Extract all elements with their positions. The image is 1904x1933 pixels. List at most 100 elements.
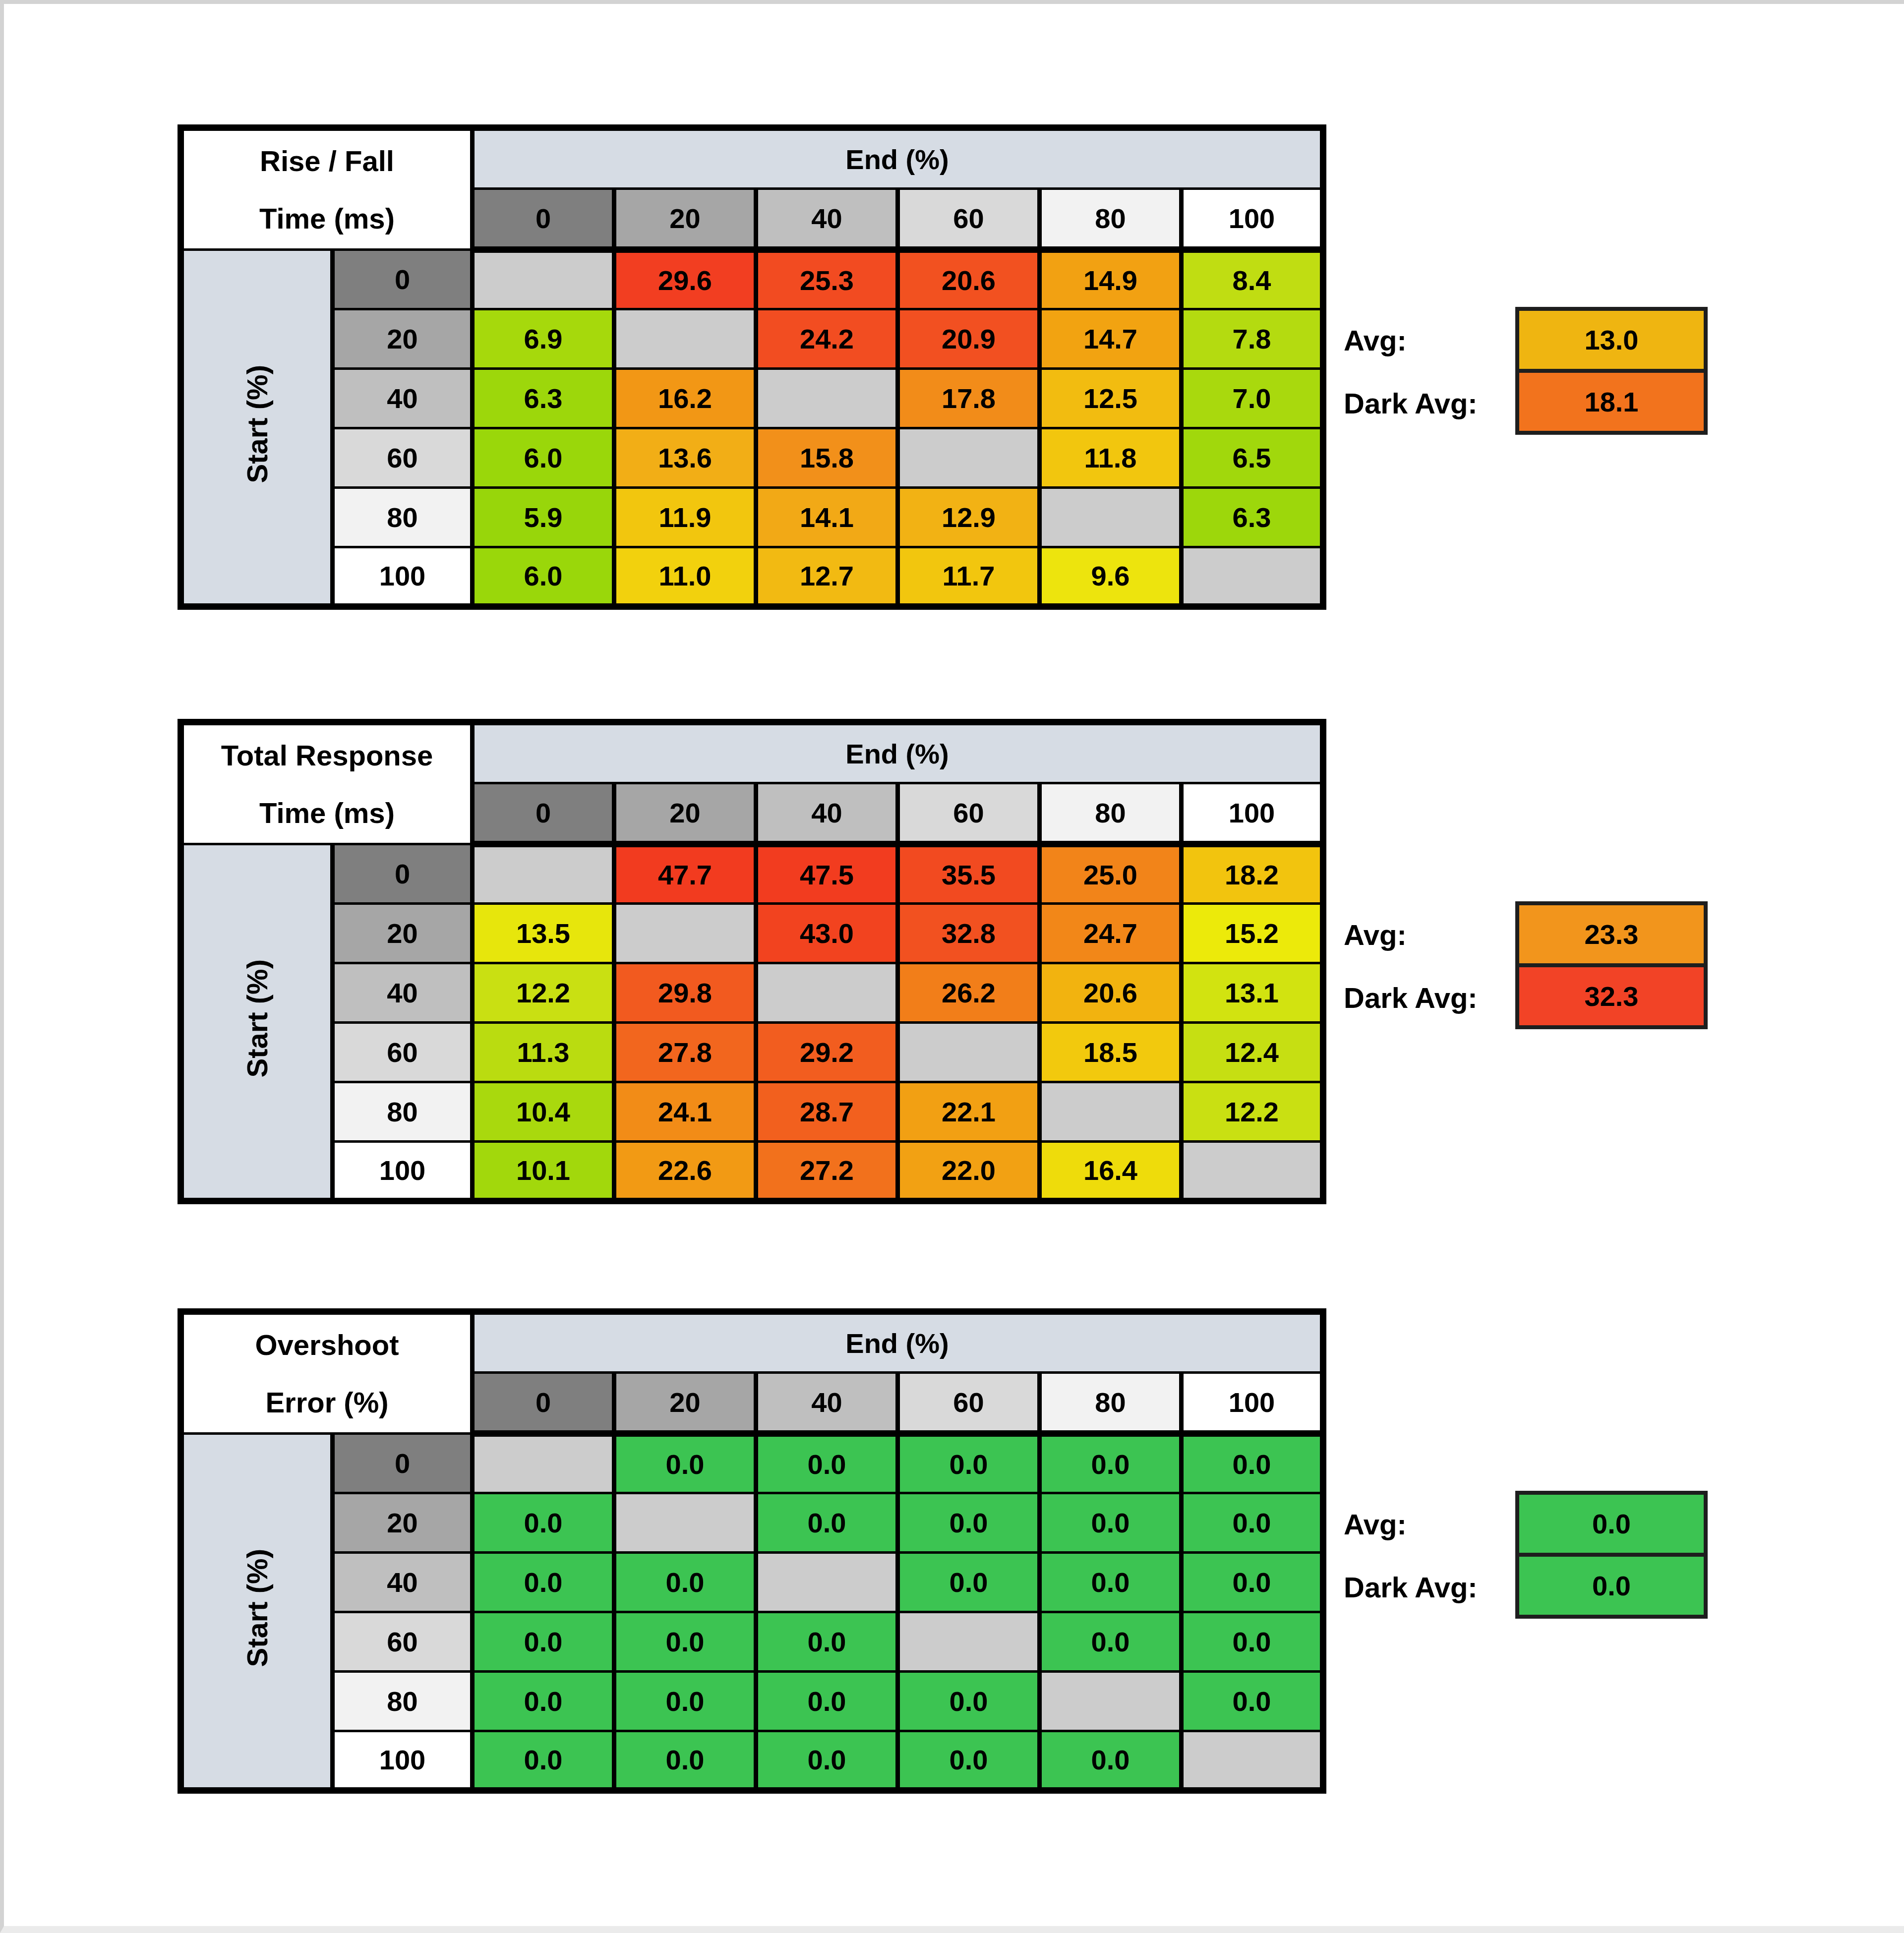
value-cell: 18.2 (1182, 844, 1323, 904)
row-header-cell: 100 (333, 547, 473, 607)
value-cell: 13.1 (1182, 963, 1323, 1023)
value-cell: 27.8 (614, 1023, 756, 1082)
avg-summary-box: 23.332.3 (1515, 901, 1708, 1029)
value-cell: 12.5 (1040, 369, 1182, 428)
dark-avg-value-box: 32.3 (1519, 963, 1704, 1025)
dark-avg-value-box: 18.1 (1519, 369, 1704, 431)
value-cell: 20.9 (898, 309, 1040, 369)
corner-title-cell: OvershootError (%) (181, 1312, 473, 1434)
row-header-cell: 0 (333, 1434, 473, 1493)
table-row: 805.911.914.112.96.3 (181, 488, 1323, 547)
end-axis-header: End (%) (473, 722, 1323, 783)
value-cell: 11.0 (614, 547, 756, 607)
value-cell: 0.0 (473, 1493, 614, 1553)
row-header-cell: 20 (333, 904, 473, 963)
table-row: 200.00.00.00.00.0 (181, 1493, 1323, 1553)
col-header-cell: 100 (1182, 783, 1323, 844)
value-cell: 14.1 (756, 488, 898, 547)
value-cell: 29.8 (614, 963, 756, 1023)
value-cell: 20.6 (898, 250, 1040, 309)
response-table: Total ResponseTime (ms)End (%)0204060801… (178, 719, 1326, 1204)
avg-label: Avg: (1344, 1494, 1407, 1554)
value-cell: 6.9 (473, 309, 614, 369)
diagonal-blank-cell (614, 309, 756, 369)
table-row: 206.924.220.914.77.8 (181, 309, 1323, 369)
value-cell: 0.0 (473, 1672, 614, 1731)
table-row: 600.00.00.00.00.0 (181, 1612, 1323, 1672)
table-title-line2: Error (%) (184, 1374, 470, 1431)
value-cell: 13.5 (473, 904, 614, 963)
value-cell: 6.3 (1182, 488, 1323, 547)
value-cell: 10.1 (473, 1142, 614, 1201)
value-cell: 29.2 (756, 1023, 898, 1082)
value-cell: 11.8 (1040, 428, 1182, 488)
end-axis-header: End (%) (473, 1312, 1323, 1373)
value-cell: 12.7 (756, 547, 898, 607)
avg-summary-box: 0.00.0 (1515, 1491, 1708, 1619)
table-row: Start (%)029.625.320.614.98.4 (181, 250, 1323, 309)
value-cell: 0.0 (898, 1672, 1040, 1731)
row-header-cell: 20 (333, 1493, 473, 1553)
value-cell: 24.1 (614, 1082, 756, 1142)
value-cell: 27.2 (756, 1142, 898, 1201)
avg-value-box: 13.0 (1519, 311, 1704, 369)
avg-value-box: 23.3 (1519, 905, 1704, 963)
value-cell: 15.2 (1182, 904, 1323, 963)
table-row: 1000.00.00.00.00.0 (181, 1731, 1323, 1791)
diagonal-blank-cell (1182, 547, 1323, 607)
row-header-cell: 80 (333, 1672, 473, 1731)
value-cell: 13.6 (614, 428, 756, 488)
row-header-cell: 100 (333, 1142, 473, 1201)
value-cell: 11.3 (473, 1023, 614, 1082)
row-header-cell: 100 (333, 1731, 473, 1791)
avg-label: Avg: (1344, 310, 1407, 370)
diagonal-blank-cell (1182, 1142, 1323, 1201)
header-row-1: Total ResponseTime (ms)End (%) (181, 722, 1323, 783)
diagonal-blank-cell (756, 963, 898, 1023)
end-axis-header: End (%) (473, 128, 1323, 189)
value-cell: 0.0 (614, 1731, 756, 1791)
value-cell: 14.7 (1040, 309, 1182, 369)
start-axis-label: Start (%) (243, 365, 272, 483)
row-header-cell: 40 (333, 963, 473, 1023)
value-cell: 0.0 (1182, 1493, 1323, 1553)
col-header-cell: 20 (614, 783, 756, 844)
start-axis-label: Start (%) (243, 959, 272, 1077)
row-header-cell: 80 (333, 1082, 473, 1142)
avg-label: Avg: (1344, 904, 1407, 965)
diagonal-blank-cell (614, 1493, 756, 1553)
col-header-cell: 60 (898, 1373, 1040, 1434)
row-header-cell: 80 (333, 488, 473, 547)
col-header-cell: 0 (473, 783, 614, 844)
dark-avg-label: Dark Avg: (1344, 967, 1478, 1028)
table-row: 8010.424.128.722.112.2 (181, 1082, 1323, 1142)
corner-title-cell: Total ResponseTime (ms) (181, 722, 473, 844)
col-header-cell: 0 (473, 1373, 614, 1434)
row-header-cell: 60 (333, 428, 473, 488)
value-cell: 35.5 (898, 844, 1040, 904)
value-cell: 0.0 (614, 1434, 756, 1493)
dark-avg-label: Dark Avg: (1344, 1557, 1478, 1617)
value-cell: 17.8 (898, 369, 1040, 428)
value-cell: 7.0 (1182, 369, 1323, 428)
value-cell: 7.8 (1182, 309, 1323, 369)
col-header-cell: 80 (1040, 783, 1182, 844)
col-header-cell: 80 (1040, 189, 1182, 250)
value-cell: 0.0 (1182, 1553, 1323, 1612)
value-cell: 32.8 (898, 904, 1040, 963)
avg-summary-box: 13.018.1 (1515, 307, 1708, 435)
diagonal-blank-cell (473, 250, 614, 309)
col-header-cell: 100 (1182, 189, 1323, 250)
value-cell: 25.3 (756, 250, 898, 309)
row-header-cell: 20 (333, 309, 473, 369)
table-title-line1: Overshoot (184, 1316, 470, 1374)
avg-value-box: 0.0 (1519, 1495, 1704, 1553)
value-cell: 0.0 (898, 1553, 1040, 1612)
heatmap-table-block: Rise / FallTime (ms)End (%)020406080100S… (178, 124, 1904, 620)
value-cell: 9.6 (1040, 547, 1182, 607)
value-cell: 0.0 (473, 1612, 614, 1672)
value-cell: 47.5 (756, 844, 898, 904)
row-header-cell: 0 (333, 844, 473, 904)
header-row-1: OvershootError (%)End (%) (181, 1312, 1323, 1373)
value-cell: 12.2 (1182, 1082, 1323, 1142)
